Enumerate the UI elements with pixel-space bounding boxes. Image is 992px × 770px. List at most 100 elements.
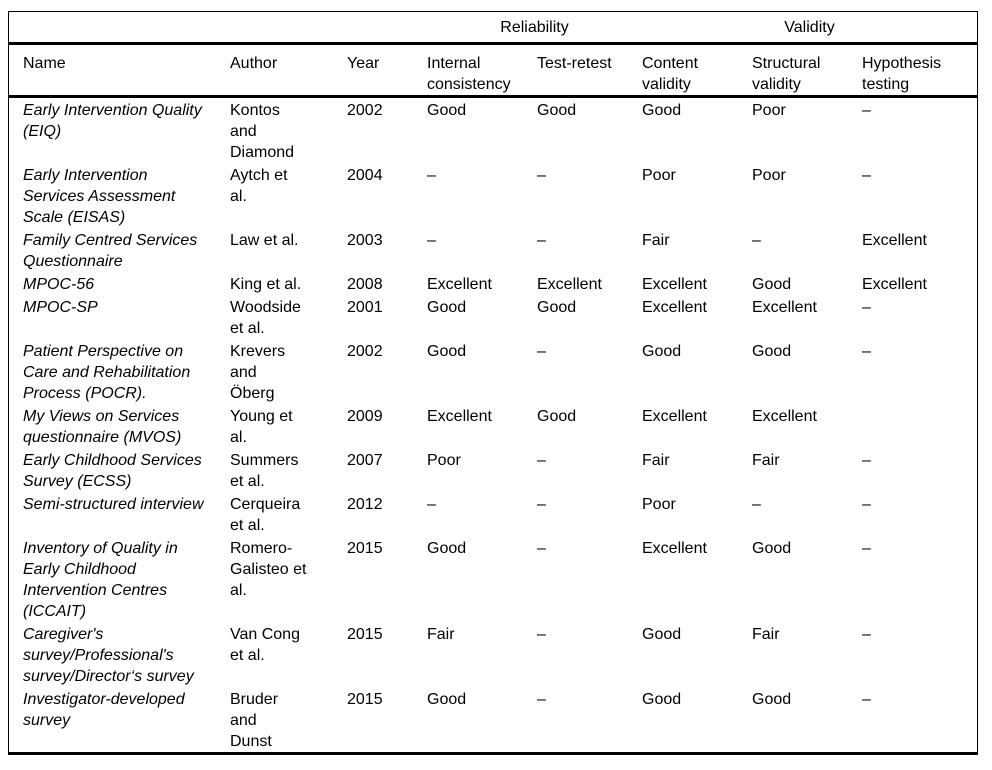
year-cell: 2012 xyxy=(347,496,383,513)
test-retest-cell: – xyxy=(537,540,546,557)
hypothesis-testing-cell: – xyxy=(862,626,871,643)
test-retest-cell: – xyxy=(537,232,546,249)
year-cell: 2001 xyxy=(347,299,383,316)
col-header-name: Name xyxy=(9,43,230,98)
name-cell: Patient Perspective on Care and Rehabili… xyxy=(23,343,191,402)
table-row: Investigator-developed survey Bruder and… xyxy=(9,687,977,755)
structural-validity-cell: Fair xyxy=(752,452,780,469)
hypothesis-testing-cell: Excellent xyxy=(862,232,927,249)
test-retest-cell: – xyxy=(537,687,642,755)
test-retest-cell: Good xyxy=(537,408,577,425)
psychometric-quality-table-frame: Reliability Validity Name Author Year In… xyxy=(8,11,978,755)
name-cell: Early Childhood Services Survey (ECSS) xyxy=(23,452,202,490)
structural-validity-cell: Good xyxy=(752,687,862,755)
hypothesis-testing-cell: – xyxy=(862,299,871,316)
col-header-internal-consistency: Internal consistency xyxy=(427,43,537,98)
author-cell: Aytch et al. xyxy=(230,167,288,205)
internal-consistency-cell: Excellent xyxy=(427,276,492,293)
table-row: Patient Perspective on Care and Rehabili… xyxy=(9,339,977,404)
author-cell: Romero- Galisteo et al. xyxy=(230,540,307,599)
content-validity-cell: Good xyxy=(642,687,752,755)
internal-consistency-cell: Good xyxy=(427,299,467,316)
author-cell: Young et al. xyxy=(230,408,293,446)
internal-consistency-cell: Good xyxy=(427,540,467,557)
test-retest-cell: Good xyxy=(537,102,577,119)
author-cell: Law et al. xyxy=(230,232,299,249)
content-validity-cell: Good xyxy=(642,102,682,119)
content-validity-cell: Excellent xyxy=(642,408,707,425)
table-row: MPOC-SP Woodside et al. 2001 Good Good E… xyxy=(9,295,977,339)
hypothesis-testing-cell xyxy=(862,404,977,448)
author-cell: Woodside et al. xyxy=(230,299,301,337)
name-cell: Family Centred Services Questionnaire xyxy=(23,232,198,270)
author-cell: Cerqueira et al. xyxy=(230,496,301,534)
hypothesis-testing-cell: – xyxy=(862,102,871,119)
table-row: My Views on Services questionnaire (MVOS… xyxy=(9,404,977,448)
structural-validity-cell: Poor xyxy=(752,102,786,119)
name-cell: Investigator-developed survey xyxy=(9,687,230,755)
year-cell: 2015 xyxy=(347,540,383,557)
column-header-row: Name Author Year Internal consistency Te… xyxy=(9,43,977,98)
year-cell: 2004 xyxy=(347,167,383,184)
name-cell: MPOC-56 xyxy=(23,276,95,293)
structural-validity-cell: Good xyxy=(752,276,792,293)
col-header-structural-validity: Structural validity xyxy=(752,43,862,98)
hypothesis-testing-cell: – xyxy=(862,496,871,513)
internal-consistency-cell: Fair xyxy=(427,626,455,643)
year-cell: 2015 xyxy=(347,626,383,643)
content-validity-cell: Fair xyxy=(642,452,670,469)
internal-consistency-cell: Poor xyxy=(427,452,461,469)
year-cell: 2008 xyxy=(347,276,383,293)
content-validity-cell: Poor xyxy=(642,496,676,513)
test-retest-cell: – xyxy=(537,452,546,469)
hypothesis-testing-cell: Excellent xyxy=(862,276,927,293)
table-row: MPOC-56 King et al. 2008 Excellent Excel… xyxy=(9,272,977,295)
name-cell: Semi-structured interview xyxy=(23,496,204,513)
year-cell: 2009 xyxy=(347,408,383,425)
author-cell: Krevers and Öberg xyxy=(230,343,286,402)
internal-consistency-cell: Good xyxy=(427,102,467,119)
year-cell: 2002 xyxy=(347,343,383,360)
internal-consistency-cell: – xyxy=(427,232,436,249)
col-header-test-retest: Test-retest xyxy=(537,43,642,98)
hypothesis-testing-cell: – xyxy=(862,343,871,360)
structural-validity-cell: Excellent xyxy=(752,408,817,425)
year-cell: 2015 xyxy=(347,687,427,755)
table-row: Early Childhood Services Survey (ECSS) S… xyxy=(9,448,977,492)
content-validity-cell: Good xyxy=(642,626,682,643)
table-row: Family Centred Services Questionnaire La… xyxy=(9,228,977,272)
name-cell: Caregiver's survey/Professional's survey… xyxy=(23,626,194,685)
structural-validity-cell: – xyxy=(752,232,761,249)
structural-validity-cell: Good xyxy=(752,343,792,360)
structural-validity-cell: Poor xyxy=(752,167,786,184)
table-row: Semi-structured interview Cerqueira et a… xyxy=(9,492,977,536)
structural-validity-cell: Fair xyxy=(752,626,780,643)
content-validity-cell: Poor xyxy=(642,167,676,184)
hypothesis-testing-cell: – xyxy=(862,687,977,755)
content-validity-cell: Fair xyxy=(642,232,670,249)
table-row: Inventory of Quality in Early Childhood … xyxy=(9,536,977,622)
name-cell: My Views on Services questionnaire (MVOS… xyxy=(23,408,182,446)
test-retest-cell: – xyxy=(537,496,546,513)
content-validity-cell: Excellent xyxy=(642,276,707,293)
internal-consistency-cell: – xyxy=(427,167,436,184)
name-cell: Early Intervention Quality (EIQ) xyxy=(23,102,202,140)
structural-validity-cell: – xyxy=(752,496,761,513)
test-retest-cell: Good xyxy=(537,299,577,316)
table-row: Caregiver's survey/Professional's survey… xyxy=(9,622,977,687)
internal-consistency-cell: – xyxy=(427,496,436,513)
internal-consistency-cell: Good xyxy=(427,343,467,360)
author-cell: Kontos and Diamond xyxy=(230,102,295,161)
author-cell: King et al. xyxy=(230,276,302,293)
author-cell: Bruder and Dunst xyxy=(230,687,347,755)
year-cell: 2007 xyxy=(347,452,383,469)
table-row: Early Intervention Quality (EIQ) Kontos … xyxy=(9,97,977,164)
name-cell: Early Intervention Services Assessment S… xyxy=(23,167,176,226)
internal-consistency-cell: Good xyxy=(427,687,537,755)
year-cell: 2002 xyxy=(347,102,383,119)
content-validity-cell: Excellent xyxy=(642,540,707,557)
test-retest-cell: – xyxy=(537,626,546,643)
table-row: Early Intervention Services Assessment S… xyxy=(9,163,977,228)
group-header-spacer xyxy=(9,12,427,45)
group-header-reliability: Reliability xyxy=(427,12,642,45)
